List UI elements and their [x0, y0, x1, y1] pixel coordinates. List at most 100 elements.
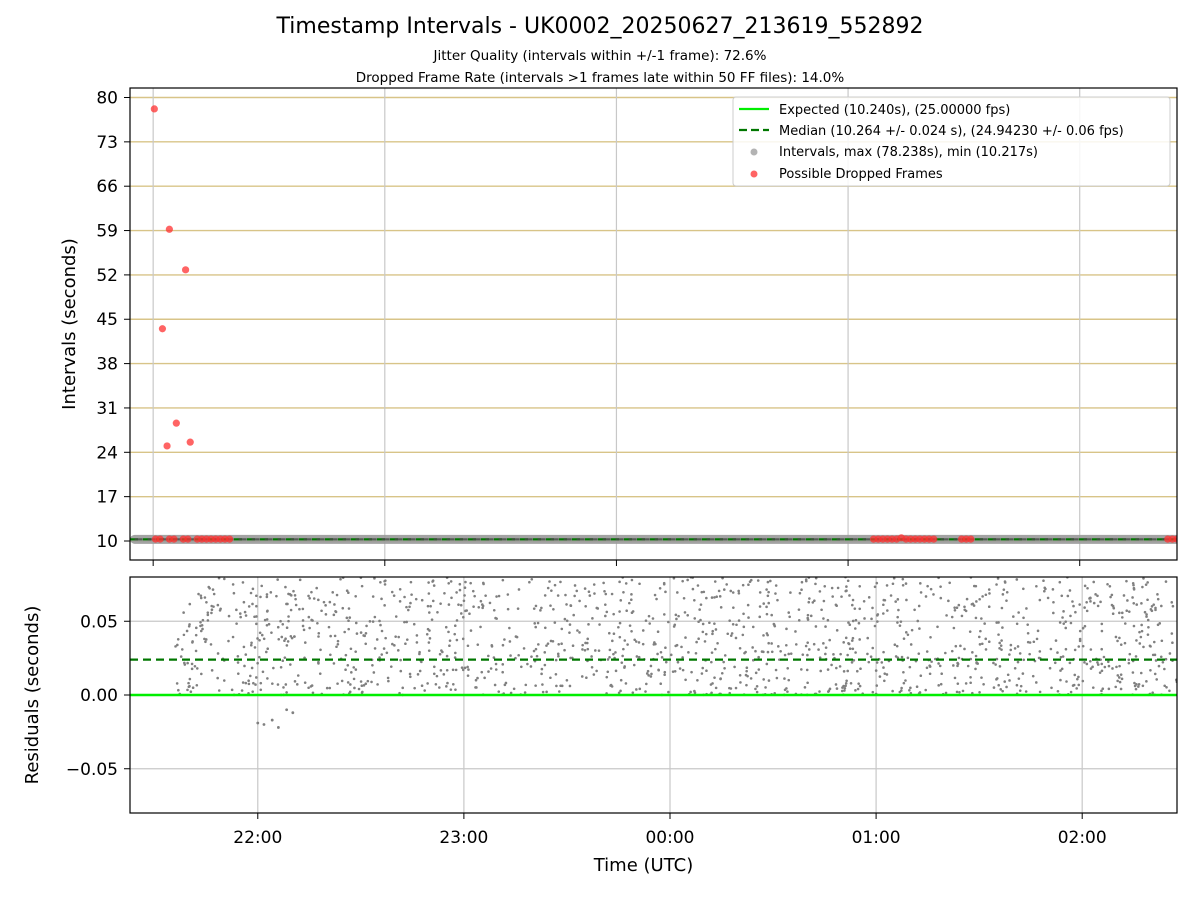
residual-point [360, 691, 364, 695]
residual-point [563, 617, 567, 621]
residual-point [515, 635, 519, 639]
residual-point [981, 595, 984, 598]
residual-point [997, 621, 1000, 624]
residual-point [834, 603, 838, 607]
residual-point [995, 677, 999, 680]
residual-point [1064, 620, 1067, 623]
residual-point [980, 676, 983, 679]
residual-point [705, 596, 708, 600]
residual-point [504, 681, 508, 685]
residual-point [320, 609, 323, 613]
residual-point [1107, 664, 1111, 668]
residual-point [898, 690, 902, 694]
residual-point [497, 690, 501, 693]
residual-point [473, 594, 476, 598]
residual-point [1006, 673, 1010, 677]
residual-point [420, 598, 424, 602]
residual-point [1163, 684, 1166, 688]
residual-point [824, 652, 827, 656]
residual-point [696, 678, 699, 682]
residual-point [622, 591, 625, 594]
residual-point [534, 647, 538, 651]
residual-point [289, 608, 293, 612]
residual-point [548, 580, 551, 583]
residual-point [937, 684, 940, 687]
residual-point [438, 652, 442, 656]
residual-point [883, 672, 887, 675]
residual-point [244, 653, 248, 656]
residual-point [270, 718, 274, 722]
y-tick-label: 0.05 [80, 612, 118, 632]
residual-point [403, 620, 406, 624]
residual-point [830, 663, 833, 667]
residual-point [855, 669, 859, 673]
residual-point [287, 615, 290, 618]
residual-point [1158, 622, 1162, 625]
residual-point [384, 636, 387, 640]
residual-point [418, 652, 421, 656]
residual-point [336, 682, 339, 685]
residual-point [426, 604, 430, 608]
residual-point [1017, 677, 1021, 680]
residual-point [1128, 652, 1132, 656]
residual-point [629, 598, 633, 602]
residual-point [303, 656, 306, 660]
residual-point [619, 689, 622, 693]
residual-point [1106, 660, 1110, 664]
residual-point [783, 688, 787, 692]
residual-point [1005, 590, 1009, 594]
residual-point [774, 668, 778, 672]
residual-point [267, 622, 271, 626]
residual-point [250, 666, 254, 670]
residual-point [910, 628, 914, 632]
residual-point [675, 617, 678, 621]
residual-point [696, 584, 700, 587]
residual-point [656, 630, 660, 634]
residual-point [992, 661, 995, 665]
residual-point [259, 688, 263, 692]
residual-point [1149, 608, 1153, 611]
residual-point [360, 584, 364, 588]
residual-point [980, 642, 984, 646]
residual-point [848, 594, 851, 597]
residual-point [987, 605, 991, 608]
residual-point [929, 587, 933, 591]
residual-point [1127, 658, 1131, 662]
y-tick-label: 59 [96, 222, 118, 242]
residual-marks [130, 577, 1177, 729]
residual-point [1118, 680, 1122, 684]
residual-point [854, 689, 857, 692]
residual-point [995, 583, 998, 586]
residual-point [901, 577, 905, 581]
residual-point [258, 655, 261, 659]
residual-point [594, 649, 597, 652]
residual-point [757, 655, 760, 659]
residual-point [762, 602, 766, 605]
residual-point [858, 684, 862, 688]
residual-point [569, 604, 572, 607]
residual-point [302, 628, 306, 632]
residual-point [694, 652, 698, 655]
residual-point [729, 634, 733, 637]
residual-point [956, 662, 960, 666]
residual-point [824, 625, 827, 628]
residual-point [638, 687, 642, 691]
residual-point [350, 671, 353, 674]
residual-point [250, 641, 253, 645]
residual-point [216, 603, 220, 607]
residual-point [710, 691, 713, 695]
residual-point [205, 600, 208, 604]
residual-point [604, 592, 608, 596]
residual-point [354, 594, 357, 598]
residual-point [1085, 662, 1089, 666]
residual-point [410, 593, 413, 596]
residual-point [396, 649, 400, 652]
residual-point [311, 691, 315, 695]
residual-point [307, 615, 311, 619]
residual-point [803, 686, 807, 689]
residual-point [516, 607, 520, 610]
residual-point [303, 681, 307, 684]
residual-point [944, 691, 948, 695]
residual-point [1081, 679, 1085, 683]
residual-point [1009, 648, 1013, 652]
